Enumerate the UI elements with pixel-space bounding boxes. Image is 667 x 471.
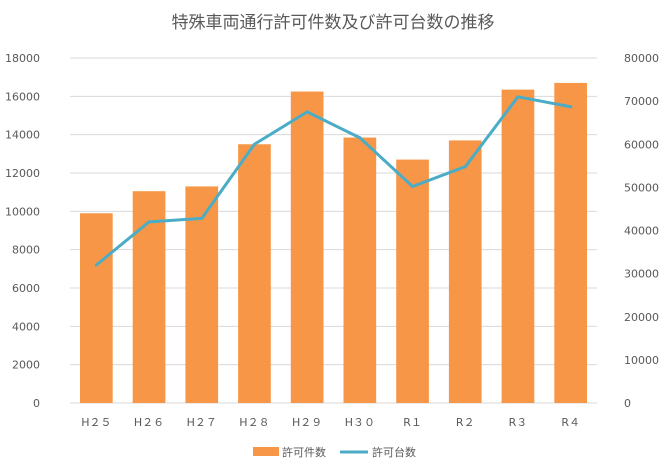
right-axis-tick-label: 10000 — [624, 354, 659, 367]
bar — [80, 213, 113, 403]
left-axis-tick-label: 12000 — [5, 167, 40, 180]
right-axis-tick-label: 60000 — [624, 138, 659, 151]
left-axis-tick-label: 6000 — [12, 282, 40, 295]
x-axis-tick-label: H３０ — [345, 416, 375, 429]
right-axis-tick-label: 80000 — [624, 52, 659, 65]
line-point — [94, 263, 98, 267]
x-axis-tick-label: H２８ — [239, 416, 269, 429]
x-axis-tick-label: H２５ — [81, 416, 111, 429]
right-axis-tick-label: 0 — [624, 397, 631, 410]
x-axis-tick-label: H２９ — [292, 416, 322, 429]
left-axis-tick-label: 2000 — [12, 359, 40, 372]
right-axis-tick-label: 30000 — [624, 268, 659, 281]
bar-series — [80, 82, 587, 404]
line-point — [358, 136, 362, 140]
x-axis-tick-label: H２６ — [134, 416, 164, 429]
legend: 許可件数 許可台数 — [253, 445, 416, 459]
right-axis-ticks: 0 10000 20000 30000 40000 50000 60000 70000 8000… — [624, 52, 659, 410]
right-axis-tick-label: 50000 — [624, 181, 659, 194]
left-axis-ticks: 0 2000 4000 6000 8000 10000 12000 14000 16000 180… — [5, 52, 40, 410]
legend-label-line: 許可台数 — [372, 445, 416, 459]
legend-label-bar: 許可件数 — [282, 446, 326, 459]
chart-title: 特殊車両通行許可件数及び許可台数の推移 — [172, 13, 495, 33]
left-axis-tick-label: 14000 — [5, 129, 40, 142]
bar — [343, 137, 377, 403]
line-series — [94, 95, 573, 267]
bar — [554, 82, 587, 404]
x-axis-tick-label: R１ — [403, 416, 422, 429]
line-point — [569, 105, 573, 109]
line-point — [200, 216, 204, 220]
bar — [132, 191, 166, 403]
left-axis-tick-label: 10000 — [5, 205, 40, 218]
bar — [238, 144, 271, 403]
bar — [396, 159, 429, 403]
bar — [290, 91, 324, 404]
bar — [448, 140, 482, 403]
x-axis-tick-label: R２ — [456, 416, 475, 429]
line-point — [516, 95, 520, 99]
line-point — [411, 185, 415, 189]
x-axis-tick-label: H２７ — [187, 416, 217, 429]
line-point — [463, 165, 467, 169]
bar — [185, 186, 219, 403]
left-axis-tick-label: 8000 — [12, 244, 40, 257]
x-axis-ticks: H２５ H２６ H２７ H２８ H２９ H３０ R１ R２ R３ R４ — [81, 416, 580, 429]
line-point — [305, 110, 309, 114]
x-axis-tick-label: R３ — [509, 416, 528, 429]
right-axis-tick-label: 40000 — [624, 225, 659, 238]
left-axis-tick-label: 16000 — [5, 90, 40, 103]
left-axis-tick-label: 0 — [33, 397, 40, 410]
x-axis-tick-label: R４ — [561, 416, 580, 429]
line-point — [252, 142, 256, 146]
left-axis-tick-label: 4000 — [12, 320, 40, 333]
left-axis-tick-label: 18000 — [5, 52, 40, 65]
bar — [501, 89, 535, 403]
right-axis-tick-label: 20000 — [624, 311, 659, 324]
right-axis-tick-label: 70000 — [624, 95, 659, 108]
legend-swatch-bar — [253, 447, 279, 456]
line-point — [147, 220, 151, 224]
series-line — [94, 95, 573, 267]
